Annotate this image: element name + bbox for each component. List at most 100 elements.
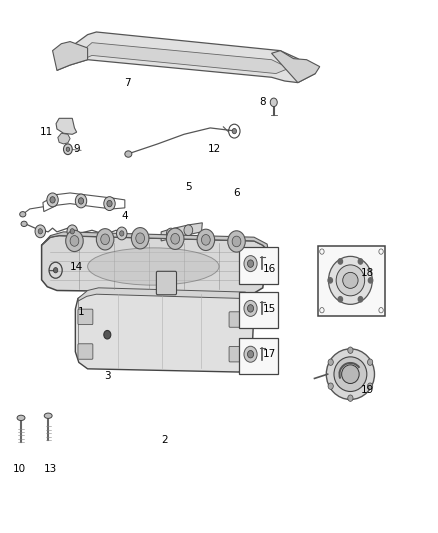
Circle shape [66,230,83,252]
Text: 8: 8 [259,98,266,107]
Polygon shape [42,236,267,293]
Circle shape [75,194,87,208]
Text: 17: 17 [263,350,276,359]
Text: 16: 16 [263,264,276,274]
Ellipse shape [336,265,364,296]
Circle shape [232,128,237,134]
Circle shape [348,395,353,401]
Ellipse shape [17,415,25,421]
Text: 18: 18 [361,268,374,278]
Circle shape [367,359,373,366]
Circle shape [228,231,245,252]
Circle shape [184,225,193,236]
Circle shape [247,351,254,358]
Circle shape [120,231,124,236]
Polygon shape [75,290,254,372]
Circle shape [136,233,145,244]
Ellipse shape [342,365,359,384]
FancyBboxPatch shape [229,346,244,362]
Text: 10: 10 [13,464,26,474]
Circle shape [328,383,333,389]
Circle shape [247,305,254,312]
Circle shape [104,197,115,211]
Circle shape [70,229,74,234]
Polygon shape [53,42,88,70]
Text: 9: 9 [73,144,80,154]
Circle shape [348,347,353,353]
Text: 15: 15 [263,304,276,314]
Circle shape [67,225,78,238]
Text: 7: 7 [124,78,131,87]
Circle shape [244,301,257,317]
Polygon shape [161,223,202,241]
Bar [239,338,278,374]
Circle shape [64,144,72,155]
Text: 12: 12 [208,144,221,154]
Ellipse shape [125,151,132,157]
Polygon shape [56,118,77,134]
Circle shape [232,236,241,247]
FancyBboxPatch shape [229,312,244,327]
Ellipse shape [20,212,26,217]
Circle shape [35,225,46,238]
Ellipse shape [44,413,52,418]
Circle shape [328,359,333,366]
Ellipse shape [88,248,219,285]
Circle shape [50,197,55,203]
Circle shape [244,256,257,272]
Text: 3: 3 [104,371,111,381]
Circle shape [104,330,111,339]
Bar [318,246,385,316]
Text: 2: 2 [161,435,168,445]
Circle shape [270,98,277,107]
Bar [239,247,278,284]
Circle shape [131,228,149,249]
Circle shape [53,268,58,273]
Circle shape [197,229,215,251]
Circle shape [38,229,42,234]
FancyBboxPatch shape [78,344,93,359]
Circle shape [201,235,210,245]
Ellipse shape [328,256,372,304]
Circle shape [367,383,373,389]
Text: 13: 13 [44,464,57,474]
Circle shape [96,229,114,250]
Circle shape [70,236,79,246]
Polygon shape [78,288,253,304]
Circle shape [358,297,363,302]
Circle shape [101,234,110,245]
Text: 11: 11 [39,127,53,136]
Circle shape [338,297,343,302]
Text: 6: 6 [233,188,240,198]
Ellipse shape [326,349,374,400]
Bar [239,292,278,328]
Circle shape [47,193,58,207]
Circle shape [338,259,343,264]
Polygon shape [42,232,268,251]
FancyBboxPatch shape [78,309,93,325]
Circle shape [358,259,363,264]
Circle shape [244,346,257,362]
Circle shape [166,228,175,239]
Text: 19: 19 [361,385,374,395]
Polygon shape [272,51,320,83]
Polygon shape [57,32,315,83]
Text: 5: 5 [185,182,192,191]
Ellipse shape [334,357,367,391]
Circle shape [117,227,127,240]
Circle shape [166,228,184,249]
Ellipse shape [343,272,358,288]
Ellipse shape [21,221,27,227]
Circle shape [368,278,373,283]
Circle shape [107,200,112,207]
Circle shape [328,278,332,283]
Circle shape [171,233,180,244]
Text: 14: 14 [70,262,83,271]
Text: 4: 4 [121,211,128,221]
Circle shape [78,198,84,204]
Circle shape [247,260,254,268]
Polygon shape [74,43,289,74]
Circle shape [66,147,70,151]
FancyBboxPatch shape [156,271,177,295]
Polygon shape [58,133,70,144]
